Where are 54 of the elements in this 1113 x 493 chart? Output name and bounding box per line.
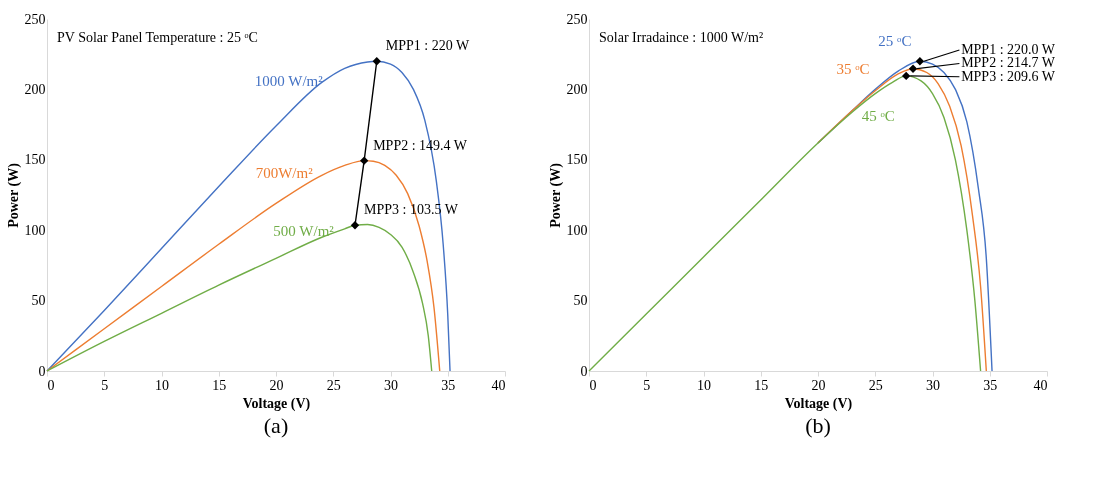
x-tick-label: 10 bbox=[697, 377, 711, 393]
x-tick-label: 35 bbox=[441, 377, 456, 393]
y-axis-title: Power (W) bbox=[5, 162, 22, 228]
annotation: MPP1 : 220 W bbox=[385, 38, 470, 54]
y-axis-title: Power (W) bbox=[547, 162, 564, 228]
x-tick-label: 40 bbox=[491, 377, 506, 393]
x-axis-title: Voltage (V) bbox=[242, 395, 311, 412]
point bbox=[372, 57, 381, 66]
x-axis-title: Voltage (V) bbox=[784, 395, 853, 412]
x-tick-label: 20 bbox=[811, 377, 826, 393]
text: (a) bbox=[263, 413, 289, 438]
x-tick-label: 5 bbox=[101, 377, 109, 393]
x-tick-label: 5 bbox=[643, 377, 651, 393]
annotation: MPP3 : 209.6 W bbox=[961, 68, 1056, 84]
annotation: Solar Irradaince : 1000 W/m² bbox=[599, 30, 764, 45]
x-tick-label: 15 bbox=[754, 377, 769, 393]
series-label: 1000 W/m² bbox=[254, 73, 324, 90]
x-tick-label: 20 bbox=[269, 377, 284, 393]
annotation: MPP2 : 214.7 W bbox=[961, 55, 1056, 71]
y-tick-label: 250 bbox=[566, 11, 588, 27]
y-tick-label: 200 bbox=[24, 81, 46, 97]
point bbox=[359, 156, 369, 165]
point bbox=[350, 221, 360, 230]
y-tick-label: 50 bbox=[573, 293, 588, 309]
x-tick-label: 30 bbox=[926, 377, 940, 393]
y-tick-label: 100 bbox=[24, 222, 46, 238]
annotation: MPP2 : 149.4 W bbox=[373, 137, 468, 153]
x-tick-label: 35 bbox=[983, 377, 998, 393]
y-tick-label: 50 bbox=[31, 293, 46, 309]
text: (b) bbox=[805, 413, 831, 438]
y-tick-label: 100 bbox=[566, 222, 588, 238]
series-label: 45 ᵒC bbox=[861, 107, 895, 124]
series-label: 25 ᵒC bbox=[878, 33, 912, 50]
point bbox=[915, 57, 925, 66]
x-tick-label: 10 bbox=[155, 377, 169, 393]
series-label: 500 W/m² bbox=[273, 222, 335, 239]
point bbox=[908, 64, 918, 73]
y-tick-label: 200 bbox=[566, 81, 588, 97]
y-tick-label: 150 bbox=[24, 152, 46, 168]
annotation: PV Solar Panel Temperature : 25 ᵒC bbox=[57, 30, 258, 45]
line-series bbox=[46, 223, 433, 372]
x-tick-label: 15 bbox=[212, 377, 227, 393]
y-tick-label: 250 bbox=[24, 11, 46, 27]
point bbox=[901, 71, 911, 81]
y-tick-label: 150 bbox=[566, 152, 588, 168]
x-tick-label: 25 bbox=[326, 377, 341, 393]
x-tick-label: 40 bbox=[1033, 377, 1048, 393]
series-label: 700W/m² bbox=[255, 164, 314, 181]
x-tick-label: 30 bbox=[384, 377, 398, 393]
x-tick-label: 25 bbox=[868, 377, 883, 393]
y-tick-label: 0 bbox=[38, 363, 46, 379]
series-label: 35 ᵒC bbox=[836, 60, 870, 77]
y-tick-label: 0 bbox=[580, 363, 588, 379]
annotation: MPP1 : 220.0 W bbox=[961, 41, 1056, 57]
